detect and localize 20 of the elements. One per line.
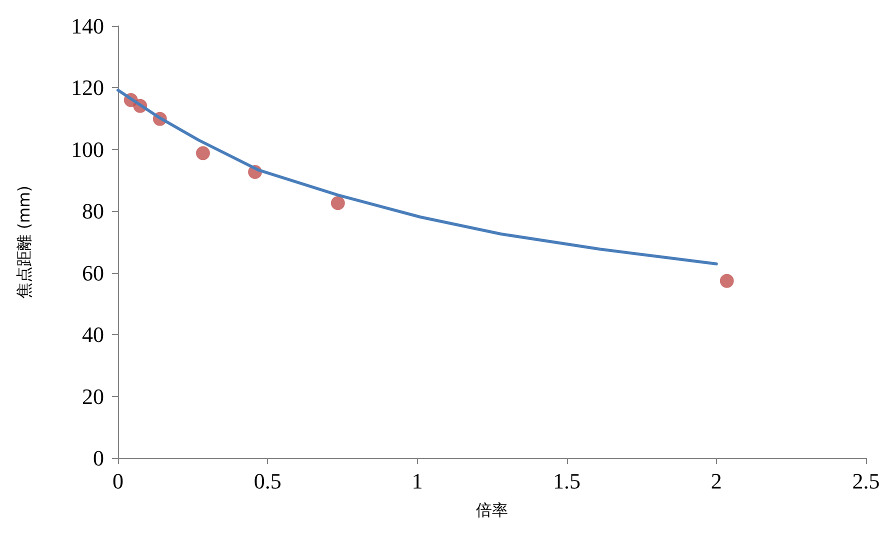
y-tick-label: 80 — [82, 198, 104, 224]
y-tick-label: 0 — [93, 446, 104, 470]
x-tick-label: 0.5 — [254, 468, 282, 494]
y-tick-label: 100 — [71, 136, 104, 162]
x-tick-label: 2 — [710, 468, 722, 494]
x-tick-label: 0 — [112, 468, 124, 494]
y-axis-title: 焦点距離 (mm) — [14, 186, 34, 298]
x-axis-title: 倍率 — [476, 500, 508, 520]
y-tick-label: 40 — [82, 322, 104, 348]
x-tick-label: 2.5 — [852, 468, 880, 494]
point — [720, 274, 734, 288]
y-tick-label: 20 — [82, 384, 104, 409]
x-tick-label: 1.5 — [553, 468, 581, 494]
point — [330, 196, 345, 210]
y-tick-label: 60 — [82, 260, 104, 286]
y-tick-label: 140 — [71, 14, 104, 38]
point — [196, 146, 210, 160]
x-tick-label: 1 — [412, 468, 423, 494]
line-series — [116, 88, 718, 266]
y-tick-label: 120 — [71, 75, 104, 100]
